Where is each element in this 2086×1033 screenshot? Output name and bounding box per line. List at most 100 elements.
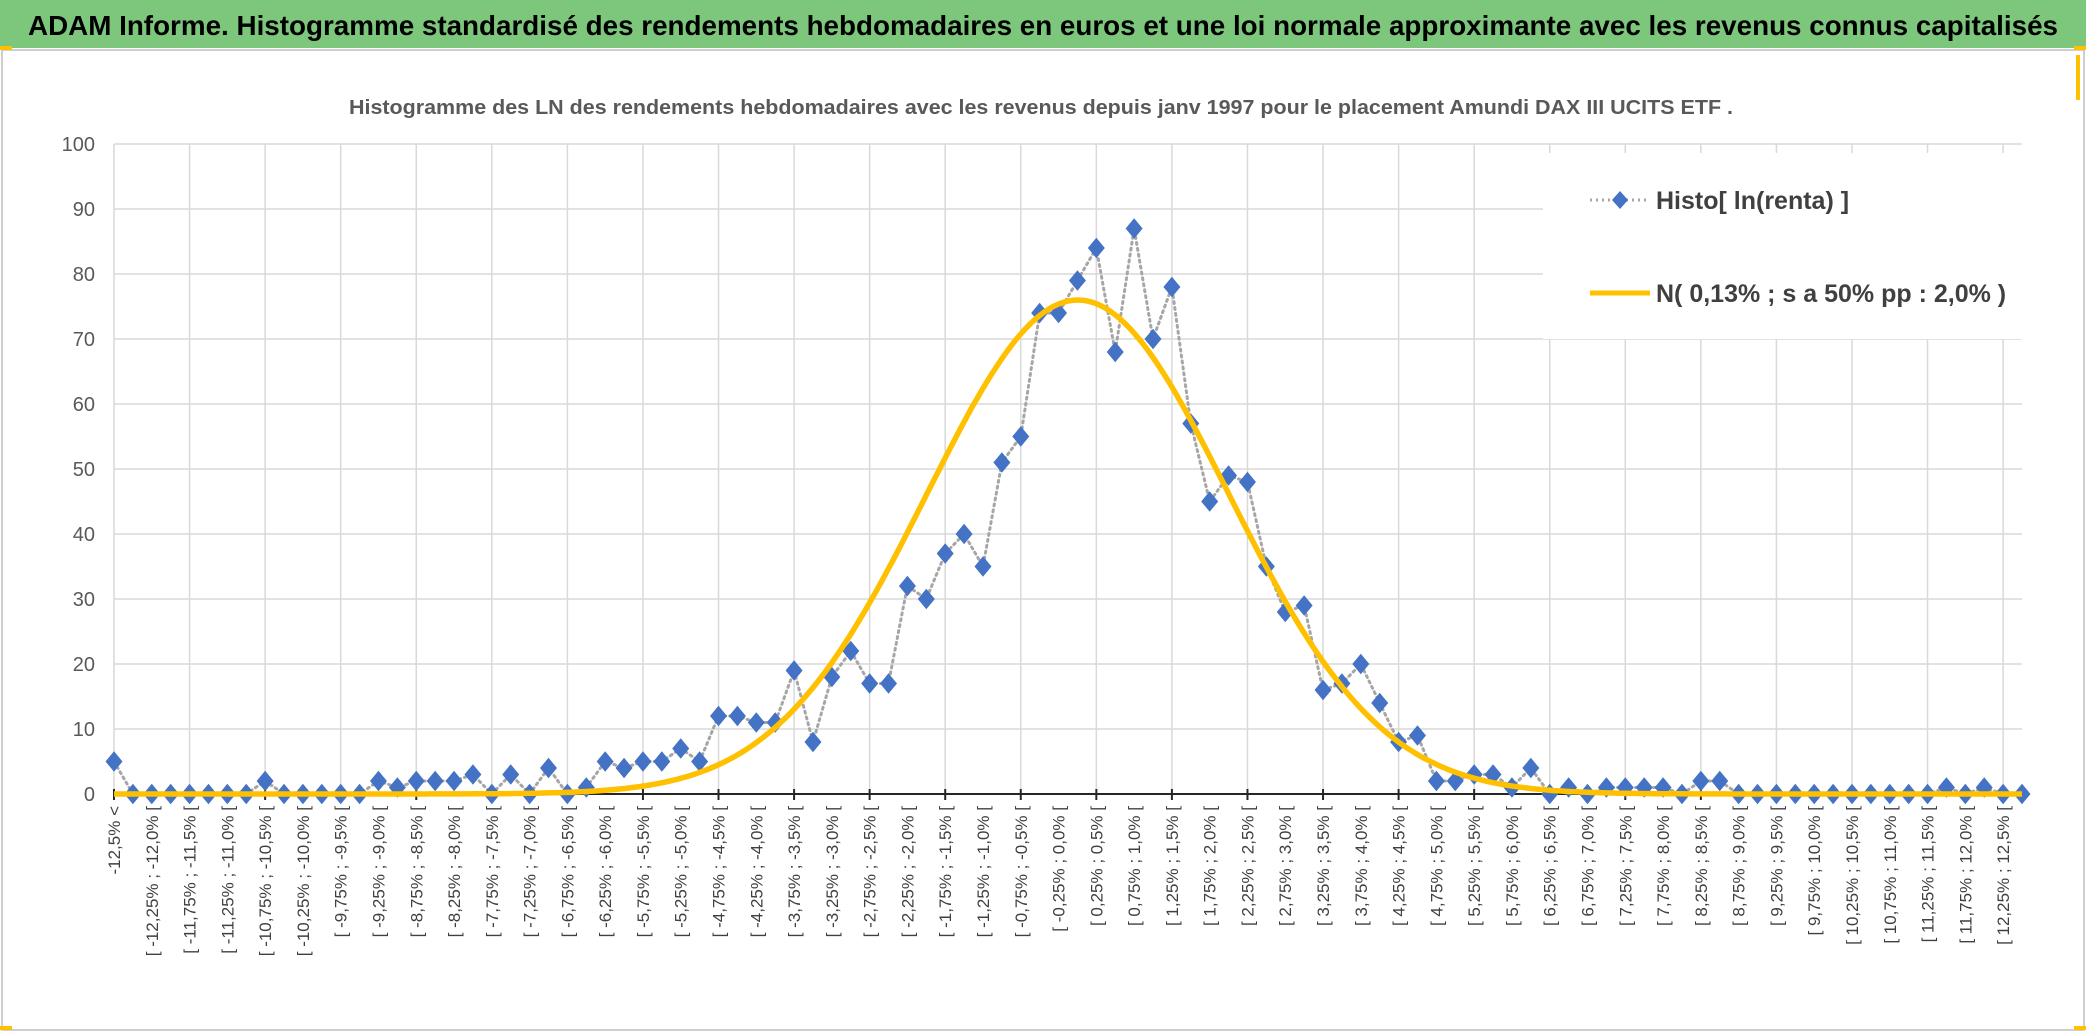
histogram-point bbox=[672, 738, 690, 759]
corner-marker bbox=[0, 1026, 12, 1030]
histogram-point bbox=[369, 770, 387, 792]
x-tick-label: [ -11,25% ; -11,0% [ bbox=[218, 806, 237, 954]
histogram-point bbox=[1352, 653, 1370, 675]
x-tick-label: [ -0,75% ; -0,5% [ bbox=[1012, 806, 1031, 938]
histogram-point bbox=[634, 751, 652, 772]
y-tick-label: 0 bbox=[84, 784, 95, 806]
histogram-point bbox=[728, 705, 746, 727]
x-tick-label: [ -7,25% ; -7,0% [ bbox=[521, 806, 540, 938]
histogram-point bbox=[747, 712, 765, 733]
x-tick-label: [ 7,25% ; 7,5% [ bbox=[1616, 806, 1635, 926]
x-tick-label: -12,5% < bbox=[105, 806, 124, 875]
y-tick-label: 30 bbox=[73, 589, 95, 611]
x-tick-label: [ -5,25% ; -5,0% [ bbox=[672, 806, 691, 938]
histogram-point bbox=[861, 673, 879, 694]
histogram-point bbox=[1163, 276, 1181, 298]
x-tick-label: [ -6,25% ; -6,0% [ bbox=[596, 806, 615, 938]
x-tick-label: [ -1,75% ; -1,5% [ bbox=[936, 806, 955, 938]
x-tick-label: [ -8,25% ; -8,0% [ bbox=[445, 806, 464, 938]
histogram-point bbox=[539, 757, 557, 779]
corner-marker bbox=[2074, 1026, 2086, 1030]
legend-box bbox=[1543, 153, 2023, 339]
x-tick-label: [ 0,75% ; 1,0% [ bbox=[1125, 806, 1144, 926]
x-tick-label: [ 8,25% ; 8,5% [ bbox=[1692, 806, 1711, 926]
y-tick-label: 70 bbox=[73, 329, 95, 351]
x-tick-label: [ -8,75% ; -8,5% [ bbox=[407, 806, 426, 938]
histogram-point bbox=[1314, 679, 1332, 701]
y-tick-label: 20 bbox=[73, 654, 95, 676]
chart-title: Histogramme des LN des rendements hebdom… bbox=[349, 97, 1733, 119]
x-tick-label: [ 7,75% ; 8,0% [ bbox=[1654, 806, 1673, 926]
x-tick-label: [ 12,25% ; 12,5% [ bbox=[1994, 806, 2013, 945]
x-tick-label: [ 11,75% ; 12,0% [ bbox=[1956, 806, 1975, 944]
x-tick-label: [ 4,75% ; 5,0% [ bbox=[1427, 806, 1446, 926]
x-tick-label: [ 11,25% ; 11,5% [ bbox=[1919, 806, 1938, 943]
x-tick-label: [ 4,25% ; 4,5% [ bbox=[1390, 806, 1409, 926]
histogram-point bbox=[917, 588, 935, 610]
y-tick-label: 80 bbox=[73, 264, 95, 286]
histogram-point bbox=[445, 770, 463, 792]
histogram-point bbox=[502, 764, 520, 785]
side-marker bbox=[2076, 55, 2080, 100]
histogram-point bbox=[785, 660, 803, 681]
y-tick-label: 100 bbox=[62, 134, 95, 156]
x-tick-label: [ -9,75% ; -9,5% [ bbox=[332, 806, 351, 938]
histogram-point bbox=[1087, 237, 1105, 259]
histogram-point bbox=[1012, 426, 1030, 447]
histogram-point bbox=[256, 770, 274, 792]
histogram-point bbox=[464, 764, 482, 785]
gridlines bbox=[113, 143, 2022, 794]
x-tick-label: [ 0,25% ; 0,5% [ bbox=[1087, 806, 1106, 926]
x-tick-label: [ 1,25% ; 1,5% [ bbox=[1163, 806, 1182, 926]
diamond-marker-icon bbox=[1612, 191, 1628, 209]
histogram-point bbox=[105, 751, 123, 772]
y-tick-label: 50 bbox=[73, 459, 95, 481]
y-tick-label: 90 bbox=[73, 199, 95, 221]
x-tick-label: [ -10,75% ; -10,5% [ bbox=[256, 806, 275, 957]
x-tick-label: [ 10,25% ; 10,5% [ bbox=[1843, 806, 1862, 945]
histogram-point bbox=[653, 751, 671, 772]
x-tick-label: [ 10,75% ; 11,0% [ bbox=[1881, 806, 1900, 944]
x-tick-label: [ 9,25% ; 9,5% [ bbox=[1767, 806, 1786, 926]
histogram-point bbox=[1295, 595, 1313, 616]
corner-marker bbox=[2074, 46, 2086, 50]
histogram-point bbox=[691, 751, 709, 772]
histogram-point bbox=[974, 556, 992, 577]
histogram-point bbox=[1427, 770, 1445, 792]
x-tick-label: [ -2,25% ; -2,0% [ bbox=[898, 806, 917, 938]
x-tick-label: [ 2,25% ; 2,5% [ bbox=[1238, 806, 1257, 926]
title-bar bbox=[0, 0, 2086, 48]
x-tick-label: [ -11,75% ; -11,5% [ bbox=[181, 806, 200, 954]
page-title: ADAM Informe. Histogramme standardisé de… bbox=[28, 10, 2058, 41]
x-tick-label: [ 3,25% ; 3,5% [ bbox=[1314, 806, 1333, 926]
histogram-point bbox=[1371, 692, 1389, 714]
legend-normal-label: N( 0,13% ; s a 50% pp : 2,0% ) bbox=[1656, 280, 2006, 308]
histogram-point bbox=[804, 731, 822, 753]
histogram-point bbox=[1125, 218, 1143, 239]
x-tick-label: [ -3,75% ; -3,5% [ bbox=[785, 806, 804, 938]
x-tick-label: [ 5,25% ; 5,5% [ bbox=[1465, 806, 1484, 926]
x-axis-labels: -12,5% < [ -12,25% ; -12,0% [ [ -11,75% ; … bbox=[105, 806, 2013, 957]
x-tick-label: [ -7,75% ; -7,5% [ bbox=[483, 806, 502, 938]
normal-curve-line bbox=[114, 297, 2022, 797]
histogram-point bbox=[710, 705, 728, 727]
x-tick-label: [ -5,75% ; -5,5% [ bbox=[634, 806, 653, 938]
x-tick-label: [ 6,75% ; 7,0% [ bbox=[1579, 806, 1598, 926]
histogram-point bbox=[426, 770, 444, 792]
x-tick-label: [ -0,25% ; 0,0% [ bbox=[1050, 806, 1069, 932]
x-tick-label: [ -1,25% ; -1,0% [ bbox=[974, 806, 993, 938]
x-tick-label: [ -10,25% ; -10,0% [ bbox=[294, 806, 313, 957]
histogram-point bbox=[1144, 328, 1162, 350]
x-tick-label: [ 2,75% ; 3,0% [ bbox=[1276, 806, 1295, 926]
x-tick-label: [ 6,25% ; 6,5% [ bbox=[1541, 806, 1560, 926]
histogram-point bbox=[936, 543, 954, 564]
legend: Histo[ ln(renta) ] N( 0,13% ; s a 50% pp… bbox=[1543, 153, 2023, 339]
legend-histo-label: Histo[ ln(renta) ] bbox=[1656, 187, 1849, 215]
x-tick-label: [ -6,75% ; -6,5% [ bbox=[558, 806, 577, 938]
histogram-point bbox=[842, 640, 860, 662]
histogram-point bbox=[1068, 270, 1086, 291]
x-tick-label: [ -12,25% ; -12,0% [ bbox=[143, 806, 162, 957]
x-tick-label: [ -3,25% ; -3,0% [ bbox=[823, 806, 842, 938]
